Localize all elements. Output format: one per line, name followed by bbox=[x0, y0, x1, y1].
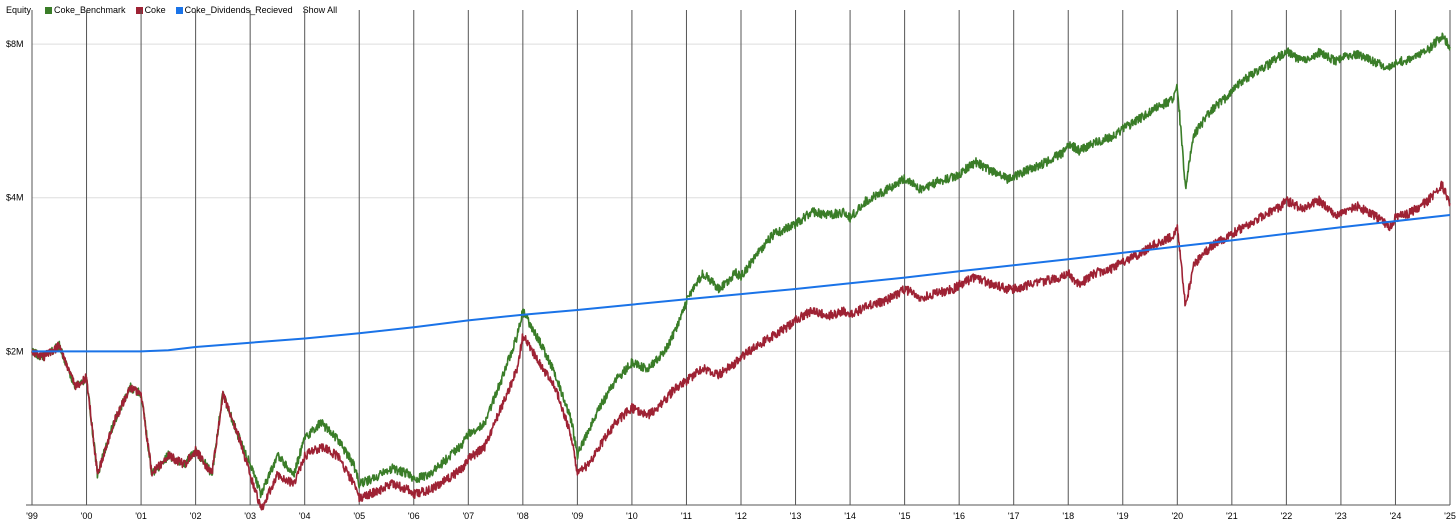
legend-label-coke: Coke bbox=[144, 5, 166, 15]
x-tick-label: '10 bbox=[626, 511, 638, 521]
legend-label-dividends: Coke_Dividends_Recieved bbox=[184, 5, 293, 15]
x-tick-label: '05 bbox=[353, 511, 365, 521]
x-tick-label: '02 bbox=[190, 511, 202, 521]
x-tick-label: '16 bbox=[953, 511, 965, 521]
x-tick-label: '23 bbox=[1335, 511, 1347, 521]
x-tick-label: '06 bbox=[408, 511, 420, 521]
x-tick-label: '21 bbox=[1226, 511, 1238, 521]
x-tick-label: '19 bbox=[1117, 511, 1129, 521]
legend-swatch-dividends bbox=[175, 6, 183, 14]
show-all-button[interactable]: Show All bbox=[302, 5, 338, 15]
x-tick-label: '12 bbox=[735, 511, 747, 521]
x-tick-label: '09 bbox=[572, 511, 584, 521]
x-tick-label: '13 bbox=[790, 511, 802, 521]
x-tick-label: '14 bbox=[844, 511, 856, 521]
x-tick-label: '22 bbox=[1281, 511, 1293, 521]
y-tick-label: $2M bbox=[6, 346, 24, 356]
legend-swatch-coke bbox=[135, 6, 143, 14]
x-tick-label: '17 bbox=[1008, 511, 1020, 521]
x-tick-label: '07 bbox=[462, 511, 474, 521]
legend-label-benchmark: Coke_Benchmark bbox=[54, 5, 126, 15]
benchmark-line bbox=[31, 32, 1451, 499]
x-tick-label: '00 bbox=[81, 511, 93, 521]
x-tick-label: '03 bbox=[244, 511, 256, 521]
x-tick-label: '15 bbox=[899, 511, 911, 521]
legend-item-coke[interactable]: Coke bbox=[135, 5, 166, 15]
x-tick-label: '08 bbox=[517, 511, 529, 521]
x-tick-label: '24 bbox=[1390, 511, 1402, 521]
legend: Equity Coke_Benchmark Coke Coke_Dividend… bbox=[6, 3, 337, 17]
x-tick-label: '99 bbox=[26, 511, 38, 521]
coke-line bbox=[31, 180, 1451, 511]
legend-item-benchmark[interactable]: Coke_Benchmark bbox=[45, 5, 126, 15]
x-tick-label: '01 bbox=[135, 511, 147, 521]
x-tick-label: '18 bbox=[1062, 511, 1074, 521]
legend-title: Equity bbox=[6, 5, 32, 15]
x-tick-label: '11 bbox=[681, 511, 692, 521]
y-tick-label: $8M bbox=[6, 39, 24, 49]
y-tick-label: $4M bbox=[6, 193, 24, 203]
legend-swatch-benchmark bbox=[45, 6, 53, 14]
x-tick-label: '04 bbox=[299, 511, 311, 521]
x-tick-label: '25 bbox=[1444, 511, 1456, 521]
dividends-line bbox=[32, 214, 1451, 353]
legend-item-dividends[interactable]: Coke_Dividends_Recieved bbox=[175, 5, 293, 15]
x-tick-label: '20 bbox=[1171, 511, 1183, 521]
